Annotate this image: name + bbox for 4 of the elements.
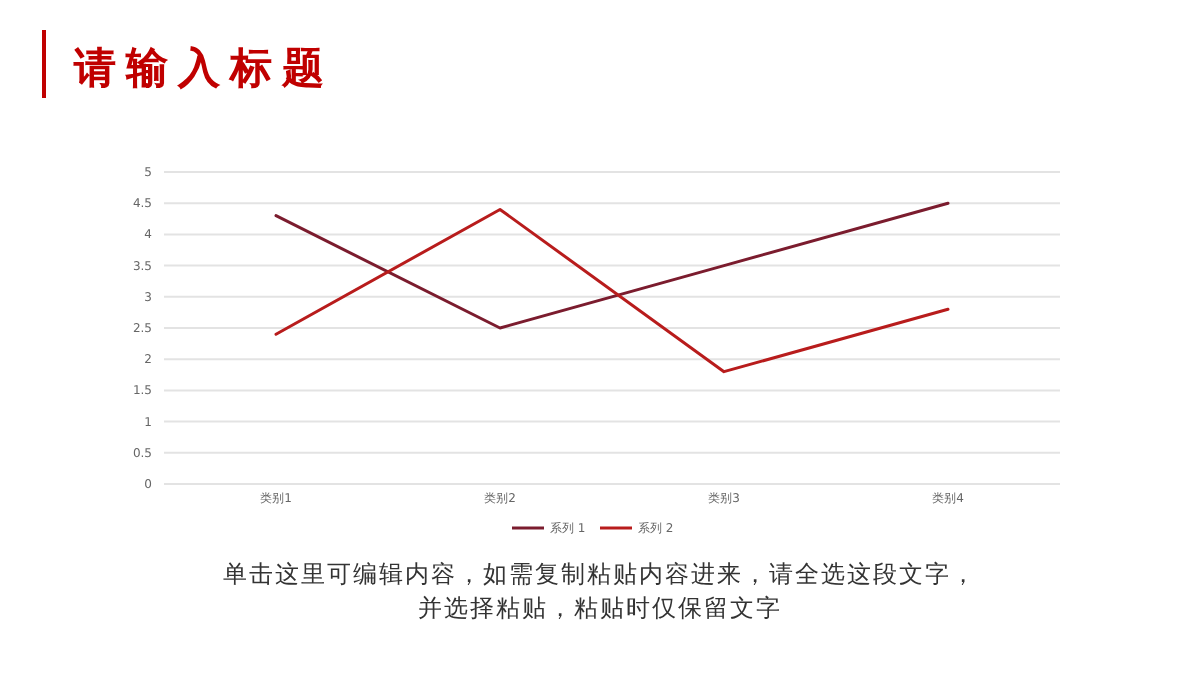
text: 单击这里可编辑内容，如需复制粘贴内容进来，请全选这段文字，并选择粘贴，粘贴时仅保留文字 — [221, 558, 979, 626]
line-series — [274, 201, 950, 330]
chart-title: 请输入标题 — [72, 44, 334, 92]
line-series — [274, 207, 950, 374]
